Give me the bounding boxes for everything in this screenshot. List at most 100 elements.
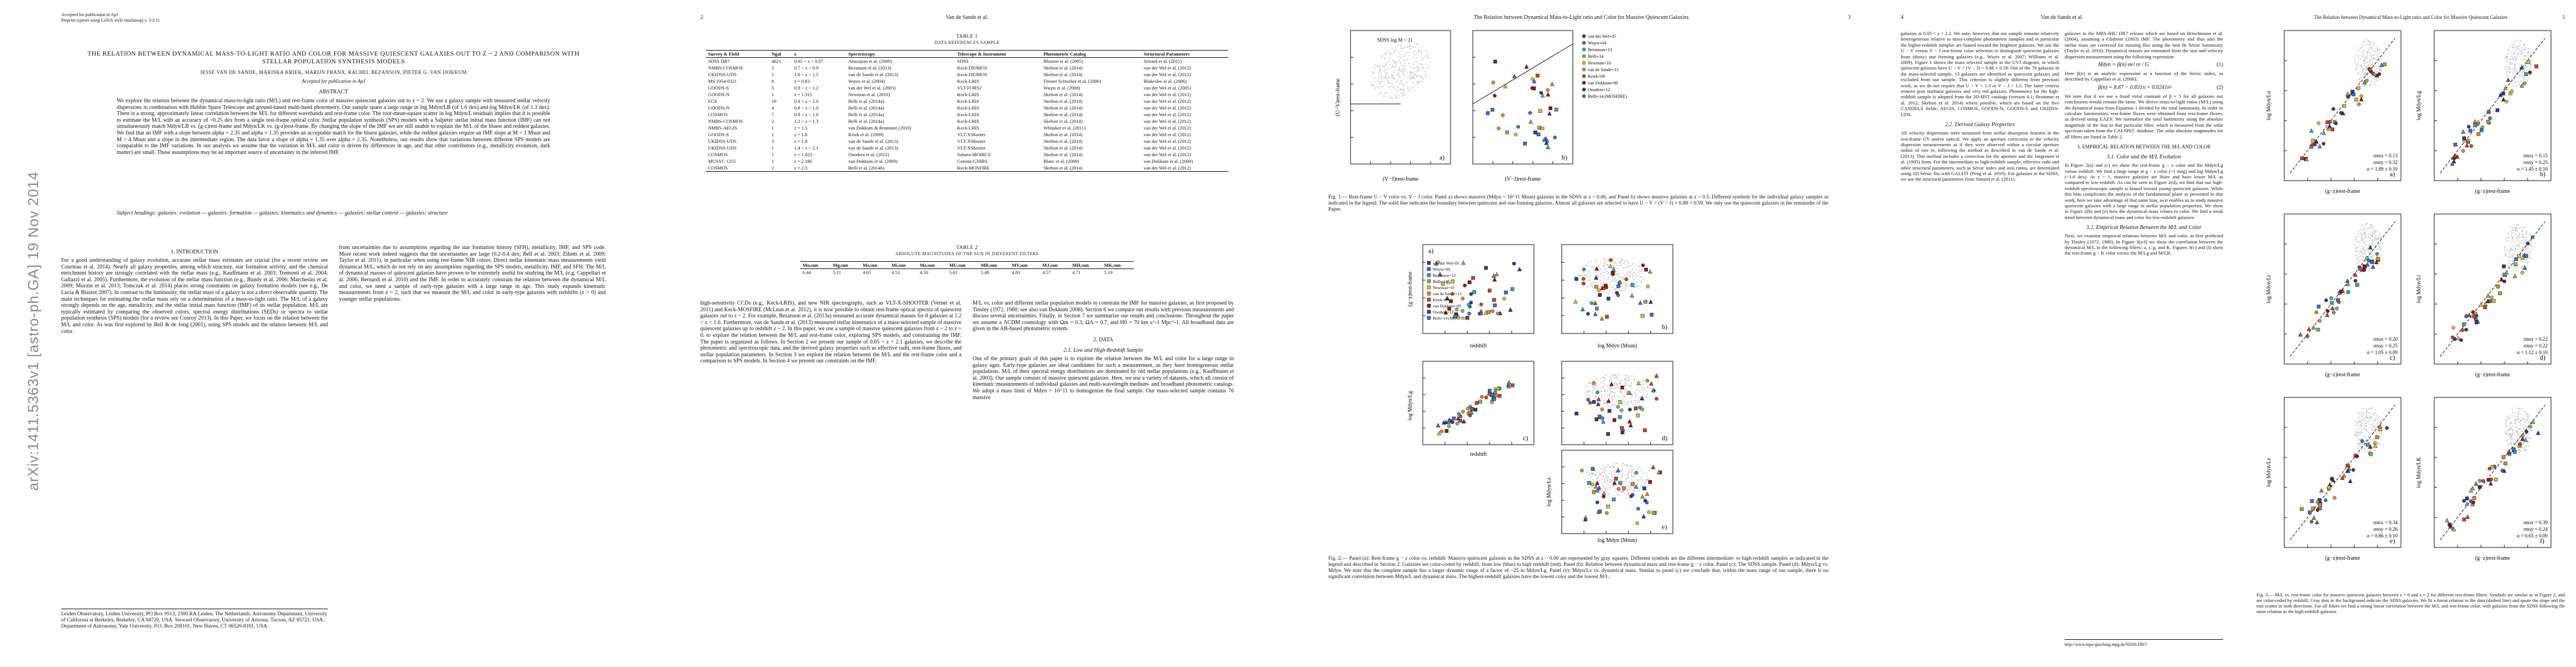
sdss-point [2360,252,2362,254]
sdss-point [1642,384,1644,385]
sdss-point [2355,68,2357,70]
sdss-point [1613,394,1615,396]
sdss-point [1638,391,1640,393]
galaxy-point [2530,235,2534,240]
sdss-point [2531,249,2533,251]
sdss-point [2524,43,2525,44]
galaxy-point [1461,296,1465,301]
legend-entry: Belli+14 (MOSFIRE) [1433,316,1469,321]
sdss-point [2520,450,2522,452]
sdss-point [1592,282,1594,284]
sdss-point [1595,396,1596,398]
sdss-point [2514,227,2516,229]
sdss-point [2358,436,2359,438]
sdss-point [1621,491,1623,492]
sdss-point [1421,77,1423,79]
galaxy-point [2498,291,2502,295]
sdss-point [1595,385,1597,387]
sdss-point [2517,419,2518,421]
figure-1: a)SDSS log M > 11b)(U−V)rest-frame(V−J)r… [1335,30,1627,182]
slope: α = 1.12 ± 0.10 [2517,350,2548,355]
table-cell: 0.7 < z < 0.9 [794,65,819,71]
sdss-point [2515,419,2517,421]
sdss-point [2358,446,2359,447]
sdss-point [1382,57,1383,58]
sdss-point [1385,91,1387,93]
sdss-point [2516,224,2518,226]
sdss-point [2369,434,2370,435]
sdss-point [2364,48,2366,49]
sdss-point [2517,414,2519,415]
sdss-point [2359,440,2361,441]
x-axis-label: (g−z)rest-frame [2325,188,2360,195]
sdss-point [2365,420,2366,422]
sdss-point [2360,64,2362,66]
table-cell: Abazajian et al. (2009) [848,58,893,64]
sdss-point [2354,57,2355,58]
sdss-point [1600,388,1602,390]
table-cell: NMBS-COSMOS [708,118,743,124]
sdss-point [2529,416,2530,418]
sdss-point [1621,265,1623,266]
sdss-point [1617,404,1619,405]
sdss-point [2518,83,2520,85]
galaxy-point [1439,429,1444,434]
table-header: Mu,sun [803,262,818,268]
table-cell: 5.48 [980,270,989,275]
sdss-point [2364,84,2366,86]
sdss-point [2530,253,2532,255]
table-cell: van der Wel et al. (2012) [1143,105,1191,111]
sdss-point [1411,91,1413,92]
sdss-point [1639,270,1641,271]
sdss-point [2529,429,2531,431]
sdss-point [1627,465,1628,467]
sdss-point [2512,431,2513,433]
sdss-point [1606,272,1607,274]
sdss-point [2523,71,2524,73]
sdss-point [2360,234,2361,236]
sdss-point [1386,92,1387,94]
table-cell: 4.50 [919,270,928,275]
sdss-point [2372,231,2374,232]
sdss-point [2356,62,2358,63]
sdss-point [1587,395,1589,396]
sdss-point [1419,47,1421,48]
galaxy-point [1497,126,1501,131]
sdss-point [2373,243,2375,245]
sdss-point [2363,233,2364,235]
sdss-point [1392,83,1393,84]
sdss-point [1399,91,1401,92]
sdss-point [2517,416,2518,417]
sdss-point [1612,474,1614,476]
sdss-point [2369,428,2371,430]
sdss-point [2526,437,2528,439]
sdss-point [2523,76,2524,78]
sdss-point [1610,376,1611,377]
sdss-point [2362,49,2364,51]
sdss-point [1613,404,1615,405]
galaxy-point [1636,507,1640,511]
sdss-point [2374,417,2376,419]
sdss-point [1620,391,1621,393]
sdss-point [2517,227,2518,229]
sdss-point [1588,279,1590,281]
sdss-point [2374,70,2375,72]
y-axis-label: log Mdyn/Lg [1407,391,1413,420]
sdss-point [2355,70,2357,72]
galaxy-point [2326,127,2330,131]
sdss-point [2363,51,2364,52]
galaxy-point [1474,401,1479,405]
sdss-point [1394,67,1396,69]
galaxy-point [2520,271,2524,275]
sdss-point [1630,472,1632,474]
sdss-point [1603,386,1605,387]
sdss-point [2373,42,2375,44]
sdss-point [2380,257,2381,259]
sdss-point [2520,420,2522,422]
sdss-point [2521,242,2523,243]
table-cell: van der Wel et al. (2012) [1143,165,1191,171]
sdss-point [2366,414,2368,415]
sdss-point [1612,289,1614,291]
sdss-point [1386,63,1387,65]
intro-text-left: For a good understanding of galaxy evolu… [61,257,328,335]
